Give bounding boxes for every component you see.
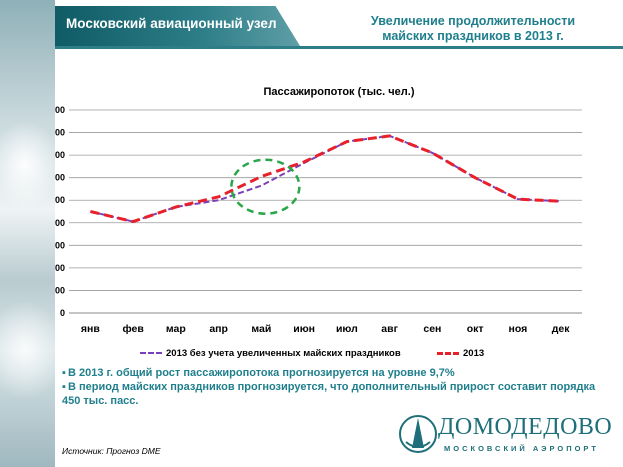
header-band bbox=[55, 6, 300, 46]
y-tick-label: 7 000 bbox=[55, 150, 65, 160]
page-subtitle: Увеличение продолжительности майских пра… bbox=[353, 14, 593, 44]
notes-list: ▪ В 2013 г. общий рост пассажиропотока пр… bbox=[62, 366, 612, 408]
logo-name: ДОМОДЕДОВО bbox=[438, 414, 613, 440]
y-tick-label: 4 000 bbox=[55, 218, 65, 228]
y-tick-label: 3 000 bbox=[55, 240, 65, 250]
y-tick-label: 0 bbox=[60, 308, 65, 318]
company-logo: ДОМОДЕДОВО МОСКОВСКИЙ АЭРОПОРТ bbox=[398, 412, 614, 462]
x-tick-label: июл bbox=[336, 323, 358, 335]
x-tick-label: июн bbox=[293, 323, 315, 335]
airport-tower-icon bbox=[399, 415, 437, 453]
chart-container: Пассажиропоток (тыс. чел.) 0 1 000 2 000 3 … bbox=[55, 70, 623, 370]
cloud-decoration bbox=[0, 300, 65, 400]
chart-title: Пассажиропоток (тыс. чел.) bbox=[263, 86, 415, 98]
y-tick-label: 1 000 bbox=[55, 285, 65, 295]
subtitle-line: Увеличение продолжительности bbox=[370, 14, 576, 28]
series-line-baseline bbox=[90, 134, 561, 223]
x-tick-label: май bbox=[251, 323, 271, 335]
legend-item-2013: 2013 bbox=[437, 348, 484, 359]
x-tick-label: мар bbox=[166, 323, 186, 335]
note-item: ▪ В период майских праздников прогнозируе… bbox=[62, 381, 596, 407]
header-divider bbox=[55, 46, 623, 49]
legend-label: 2013 без учета увеличенных майских празд… bbox=[166, 348, 401, 359]
cloud-decoration bbox=[0, 120, 60, 210]
x-tick-label: апр bbox=[209, 323, 228, 335]
page-title: Московский авиационный узел bbox=[66, 16, 277, 31]
x-tick-label: авг bbox=[381, 323, 398, 335]
subtitle-line: майских праздников в 2013 г. bbox=[382, 29, 564, 43]
source-note: Источник: Прогноз DME bbox=[62, 446, 161, 456]
line-chart: 0 1 000 2 000 3 000 4 000 5 000 6 000 7 000 8 00… bbox=[55, 105, 582, 335]
legend-swatch bbox=[140, 352, 162, 355]
x-tick-label: ноя bbox=[509, 323, 528, 335]
note-item: ▪ В 2013 г. общий рост пассажиропотока пр… bbox=[62, 367, 455, 379]
legend-item-baseline: 2013 без учета увеличенных майских празд… bbox=[140, 348, 401, 359]
chart-legend: 2013 без учета увеличенных майских празд… bbox=[70, 348, 590, 362]
sky-background-strip bbox=[0, 0, 65, 467]
x-tick-label: окт bbox=[467, 323, 484, 335]
x-tick-label: дек bbox=[552, 323, 571, 335]
y-tick-label: 8 000 bbox=[55, 128, 65, 138]
legend-label: 2013 bbox=[463, 348, 485, 359]
y-tick-label: 6 000 bbox=[55, 173, 65, 183]
highlight-ellipse bbox=[230, 158, 301, 215]
x-tick-label: фев bbox=[122, 323, 144, 335]
y-tick-label: 2 000 bbox=[55, 263, 65, 273]
x-tick-label: сен bbox=[423, 323, 441, 335]
y-tick-label: 9 000 bbox=[55, 105, 65, 115]
series-line-2013 bbox=[90, 134, 561, 224]
x-tick-label: янв bbox=[81, 323, 100, 335]
logo-subtitle: МОСКОВСКИЙ АЭРОПОРТ bbox=[444, 444, 599, 453]
legend-swatch bbox=[437, 351, 459, 355]
y-tick-label: 5 000 bbox=[55, 195, 65, 205]
